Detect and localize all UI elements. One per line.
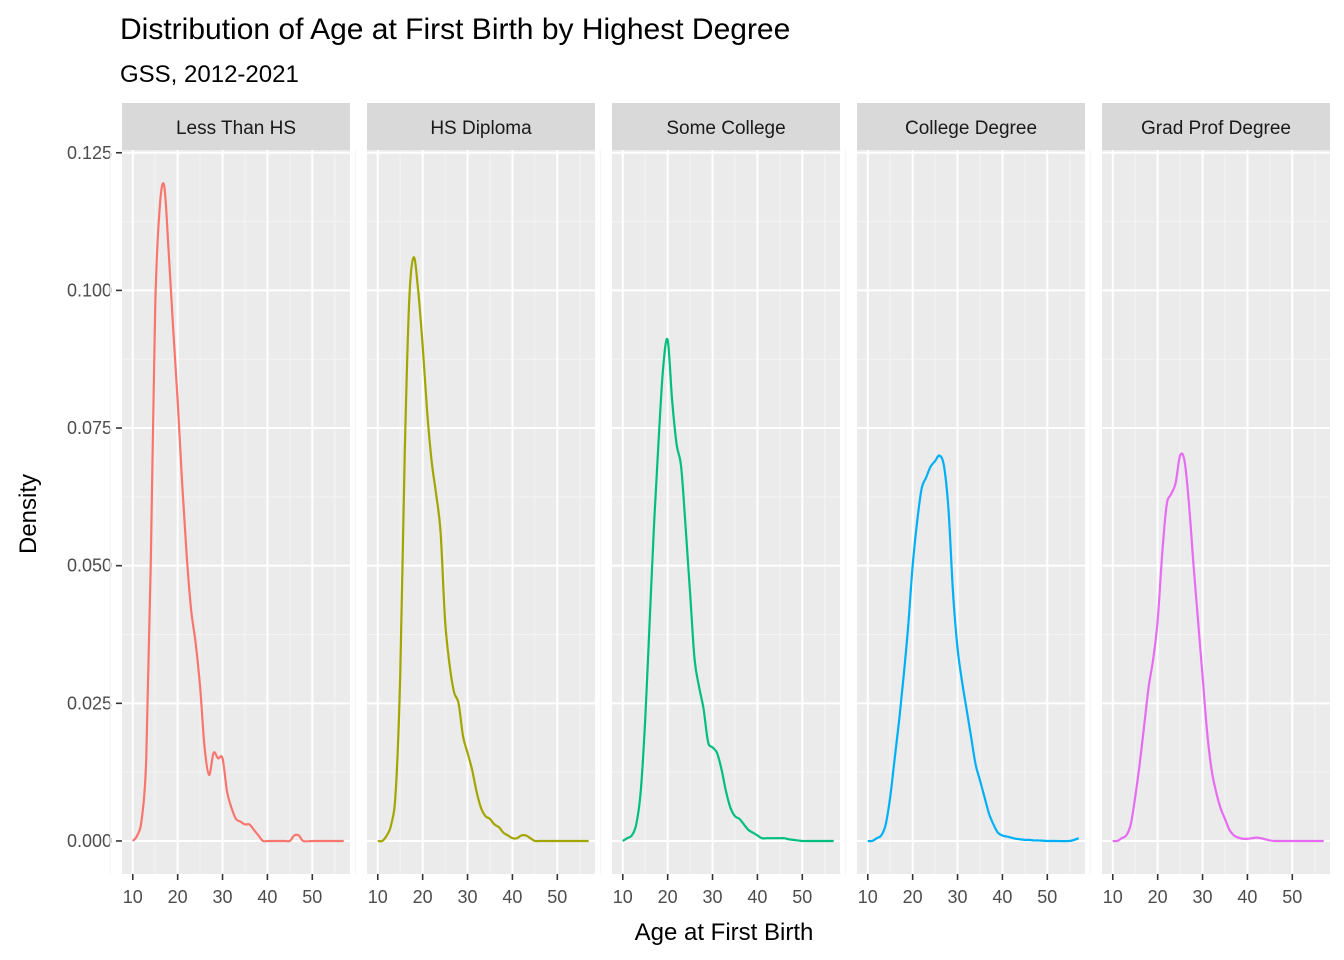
- density-line: [1112, 452, 1324, 843]
- panel-background: [367, 150, 595, 874]
- facet-strip-label: HS Diploma: [430, 118, 532, 139]
- x-tick-label: 10: [368, 887, 388, 907]
- facet-strip: [857, 103, 1085, 150]
- x-tick-label: 40: [1237, 887, 1257, 907]
- y-axis-title: Density: [15, 474, 42, 554]
- panel-background: [612, 150, 840, 874]
- density-line: [867, 454, 1080, 843]
- facet-panels: Less Than HS 10 20 30 40 50 HS Diploma 10 20 30 40…: [109, 103, 1330, 907]
- y-tick-label: 0.000: [67, 831, 112, 851]
- x-tick-label: 50: [547, 887, 567, 907]
- facet-strip-label: Less Than HS: [176, 118, 296, 139]
- x-tick-label: 40: [502, 887, 522, 907]
- facet-strip-label: Some College: [666, 118, 785, 139]
- x-tick-label: 50: [1037, 887, 1057, 907]
- x-tick-label: 10: [858, 887, 878, 907]
- y-tick-label: 0.100: [67, 280, 112, 300]
- y-tick-label: 0.050: [67, 556, 112, 576]
- x-tick-label: 40: [257, 887, 277, 907]
- x-tick-label: 30: [1193, 887, 1213, 907]
- x-tick-label: 40: [992, 887, 1012, 907]
- x-tick-label: 20: [658, 887, 678, 907]
- x-tick-label: 50: [1282, 887, 1302, 907]
- facet-panel: Less Than HS 10 20 30 40 50: [109, 103, 350, 907]
- x-tick-label: 10: [613, 887, 633, 907]
- density-line: [377, 256, 589, 843]
- x-tick-label: 20: [413, 887, 433, 907]
- x-tick-label: 30: [458, 887, 478, 907]
- facet-strip: [612, 103, 840, 150]
- panel-background: [1102, 150, 1330, 874]
- x-tick-label: 30: [703, 887, 723, 907]
- panel-background: [857, 150, 1085, 874]
- x-tick-label: 50: [792, 887, 812, 907]
- facet-strip-label: College Degree: [905, 118, 1037, 139]
- chart-subtitle: GSS, 2012-2021: [120, 61, 299, 88]
- x-tick-label: 10: [1103, 887, 1123, 907]
- x-tick-label: 30: [213, 887, 233, 907]
- x-tick-label: 20: [168, 887, 188, 907]
- x-axis-title: Age at First Birth: [635, 919, 814, 946]
- y-tick-label: 0.125: [67, 143, 112, 163]
- facet-strip-label: Grad Prof Degree: [1141, 118, 1291, 139]
- y-axis: 0.000 0.025 0.050 0.075 0.100 0.125: [67, 143, 122, 851]
- density-line: [622, 337, 834, 843]
- facet-panel: Grad Prof Degree 10 20 30 40 50: [1089, 103, 1330, 907]
- facet-strip: [122, 103, 350, 150]
- facet-strip: [367, 103, 595, 150]
- facet-panel: HS Diploma 10 20 30 40 50: [354, 103, 595, 907]
- facet-panel: College Degree 10 20 30 40 50: [844, 103, 1085, 907]
- y-tick-label: 0.025: [67, 693, 112, 713]
- x-tick-label: 50: [302, 887, 322, 907]
- facet-strip: [1102, 103, 1330, 150]
- x-tick-label: 40: [747, 887, 767, 907]
- x-tick-label: 20: [903, 887, 923, 907]
- y-tick-label: 0.075: [67, 418, 112, 438]
- facet-panel: Some College 10 20 30 40 50: [599, 103, 840, 907]
- chart-title: Distribution of Age at First Birth by Hi…: [120, 13, 790, 46]
- x-tick-label: 30: [948, 887, 968, 907]
- x-tick-label: 20: [1148, 887, 1168, 907]
- density-line: [131, 182, 344, 843]
- x-tick-label: 10: [123, 887, 143, 907]
